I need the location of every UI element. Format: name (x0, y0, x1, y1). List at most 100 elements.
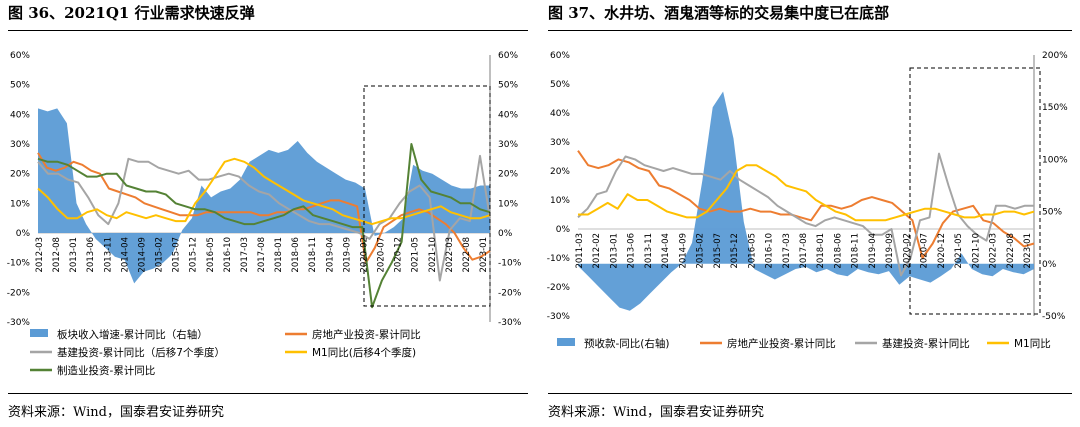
area-series (578, 91, 1034, 311)
y-left-tick-label: 30% (10, 140, 30, 150)
line-series (577, 150, 1035, 259)
x-tick-label: 2013-06 (627, 233, 637, 269)
x-tick-label: 2014-04 (661, 233, 671, 269)
y-right-tick-label: 150% (1042, 103, 1068, 113)
x-tick-label: 2019-04 (325, 237, 335, 273)
x-tick-label: 2022-08 (1006, 233, 1016, 269)
figure-36-source: 资料来源：Wind，国泰君安证券研究 (8, 405, 224, 420)
x-tick-label: 2017-03 (782, 233, 792, 269)
y-left-tick-label: -10% (547, 254, 571, 264)
y-right-tick-label: 50% (1042, 208, 1062, 218)
x-tick-label: 2012-03 (35, 237, 45, 273)
x-tick-label: 2014-09 (138, 237, 148, 273)
x-tick-label: 2015-12 (730, 233, 740, 269)
x-tick-label: 2015-02 (155, 237, 165, 273)
y-left-tick-label: -20% (547, 283, 571, 293)
y-right-tick-label: 60% (498, 51, 518, 61)
title-rule-right (548, 30, 1072, 31)
x-tick-label: 2016-10 (223, 237, 233, 273)
y-left-tick-label: -30% (547, 312, 571, 322)
y-left-tick-label: 20% (10, 170, 30, 180)
x-tick-label: 2018-11 (308, 237, 318, 273)
figure-36-title: 图 36、2021Q1 行业需求快速反弹 (8, 4, 255, 22)
x-tick-label: 2022-03 (989, 233, 999, 269)
x-tick-label: 2018-01 (816, 233, 826, 269)
x-tick-label: 2016-05 (206, 237, 216, 273)
x-tick-label: 2015-02 (696, 233, 706, 269)
x-tick-label: 2014-04 (120, 237, 130, 273)
x-tick-label: 2018-06 (834, 233, 844, 269)
x-tick-label: 2015-12 (189, 237, 199, 273)
y-left-tick-label: 20% (550, 167, 570, 177)
x-tick-label: 2021-05 (954, 233, 964, 269)
y-right-tick-label: 50% (498, 81, 518, 91)
y-right-tick-label: 0% (1042, 260, 1057, 270)
x-tick-label: 2015-07 (713, 233, 723, 269)
title-rule-left (8, 30, 528, 31)
line-series (37, 152, 491, 264)
legend-swatch (30, 329, 48, 337)
line-series (578, 164, 1035, 222)
x-tick-label: 2011-03 (575, 233, 585, 269)
y-right-tick-label: 0% (498, 229, 513, 239)
figure-37-title: 图 37、水井坊、酒鬼酒等标的交易集中度已在底部 (548, 4, 890, 22)
x-tick-label: 2017-03 (240, 237, 250, 273)
legend-label: M1同比 (1014, 337, 1051, 350)
y-left-tick-label: -10% (7, 259, 31, 269)
y-left-tick-label: 0% (556, 225, 571, 235)
y-left-tick-label: 30% (550, 138, 570, 148)
y-right-tick-label: 10% (498, 199, 518, 209)
x-tick-label: 2012-08 (52, 237, 62, 273)
x-tick-label: 2023-01 (1023, 233, 1033, 269)
x-tick-label: 2019-09 (342, 237, 352, 273)
x-tick-label: 2016-05 (747, 233, 757, 269)
source-rule-right (548, 393, 1072, 394)
x-tick-label: 2023-01 (479, 237, 489, 273)
x-tick-label: 2017-08 (257, 237, 267, 273)
x-tick-label: 2021-10 (428, 237, 438, 273)
x-tick-label: 2012-02 (592, 233, 602, 269)
y-right-tick-label: 20% (498, 170, 518, 180)
x-tick-label: 2016-10 (765, 233, 775, 269)
y-right-tick-label: 100% (1042, 155, 1068, 165)
highlight-box (363, 85, 491, 307)
legend-label: 房地产业投资-累计同比 (312, 328, 421, 341)
legend-label: 基建投资-累计同比 (882, 337, 970, 350)
x-tick-label: 2018-11 (851, 233, 861, 269)
x-tick-label: 2020-02 (360, 237, 370, 273)
x-tick-label: 2020-07 (920, 233, 930, 269)
x-tick-label: 2022-08 (462, 237, 472, 273)
y-right-tick-label: -20% (498, 288, 522, 298)
x-tick-label: 2020-07 (377, 237, 387, 273)
y-left-tick-label: 40% (550, 109, 570, 119)
x-tick-label: 2013-01 (610, 233, 620, 269)
y-left-tick-label: 10% (10, 199, 30, 209)
legend-label: M1同比(后移4个季度) (312, 346, 416, 359)
y-left-tick-label: -30% (7, 318, 31, 328)
legend-label: 板块收入增速-累计同比（右轴） (57, 328, 208, 341)
legend-label: 预收款-同比(右轴) (584, 337, 669, 350)
x-tick-label: 2020-02 (902, 233, 912, 269)
x-tick-label: 2020-12 (394, 237, 404, 273)
y-left-tick-label: 60% (10, 51, 30, 61)
highlight-box (909, 67, 1041, 315)
x-tick-label: 2019-09 (885, 233, 895, 269)
y-right-tick-label: 40% (498, 110, 518, 120)
x-tick-label: 2013-11 (103, 237, 113, 273)
x-tick-label: 2018-06 (291, 237, 301, 273)
y-right-tick-label: -30% (498, 318, 522, 328)
x-tick-label: 2017-08 (799, 233, 809, 269)
line-series (37, 157, 491, 226)
y-left-tick-label: 40% (10, 110, 30, 120)
line-series (37, 143, 491, 309)
x-tick-label: 2014-09 (678, 233, 688, 269)
x-tick-label: 2022-03 (445, 237, 455, 273)
y-right-tick-label: 30% (498, 140, 518, 150)
y-left-tick-label: -20% (7, 288, 31, 298)
figure-37-source: 资料来源：Wind，国泰君安证券研究 (548, 405, 764, 420)
y-right-tick-label: 200% (1042, 51, 1068, 61)
chart-37: -30% -20% -10% 0% 10% 20% 30% 40% 50% 60% -50% 0% 50… (547, 51, 1068, 350)
x-tick-label: 2015-07 (172, 237, 182, 273)
legend-label: 基建投资-累计同比（后移7个季度） (57, 346, 225, 359)
x-tick-label: 2018-01 (274, 237, 284, 273)
